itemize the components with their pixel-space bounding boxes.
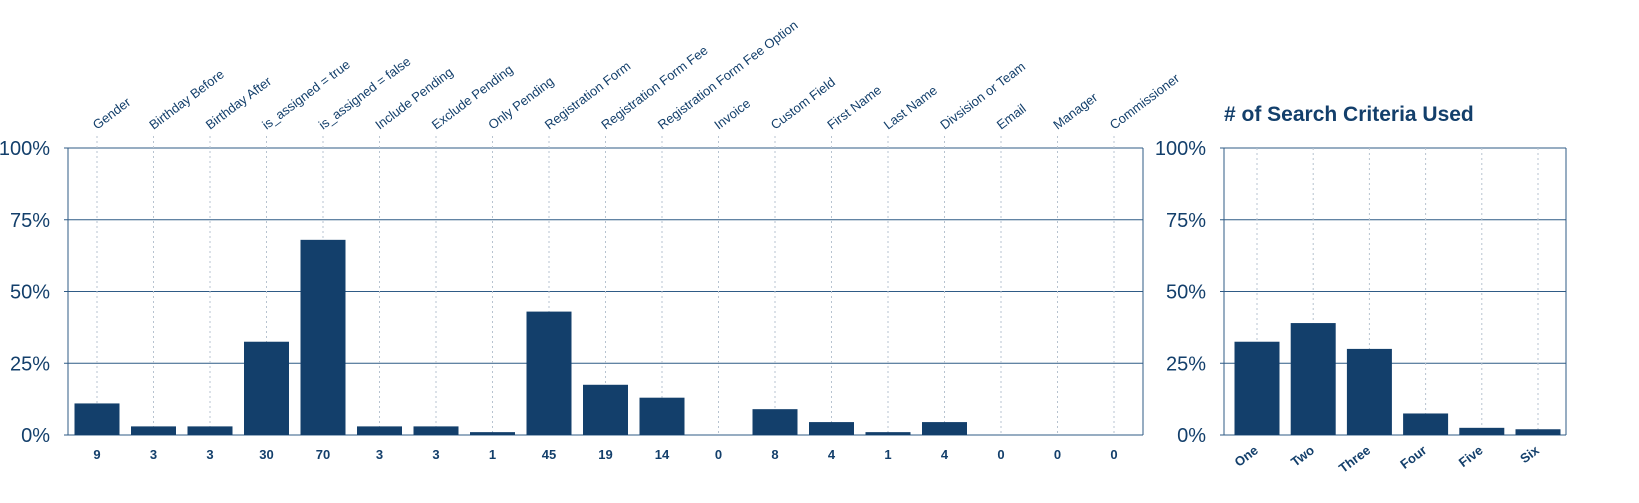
chart2-y-tick-label: 75% — [1166, 210, 1206, 232]
chart1-bar — [583, 384, 628, 435]
chart1-bar — [413, 426, 459, 435]
chart1-bar — [131, 426, 176, 435]
chart1-count-label: 19 — [598, 447, 612, 462]
chart2-bar — [1346, 348, 1392, 435]
chart2-category-label: Six — [1517, 442, 1542, 466]
chart1-category-label: Invoice — [711, 96, 753, 133]
chart1-count-label: 30 — [259, 447, 273, 462]
chart1-count-label: 3 — [150, 447, 157, 462]
chart1-bar — [809, 422, 854, 435]
chart2-category-label: Two — [1288, 442, 1317, 469]
chart2-category-label: One — [1232, 442, 1261, 469]
chart1-count-label: 45 — [542, 447, 556, 462]
chart1-count-label: 0 — [1054, 447, 1061, 462]
chart2-bar — [1290, 323, 1336, 435]
chart1-bar — [74, 403, 120, 435]
chart1-count-label: 0 — [1110, 447, 1117, 462]
chart1-bar — [470, 432, 515, 435]
chart1-count-label: 9 — [93, 447, 100, 462]
chart1-category-label: Commissioner — [1107, 70, 1183, 132]
chart1-bar — [526, 311, 572, 435]
chart1-category-label: Registration Form Fee — [598, 43, 710, 133]
chart1-count-label: 3 — [206, 447, 213, 462]
chart1-count-label: 0 — [715, 447, 722, 462]
chart2-y-tick-label: 100% — [1155, 138, 1206, 160]
chart2-category-label: Three — [1336, 442, 1373, 475]
chart2-category-label: Five — [1456, 442, 1486, 470]
chart1-bar — [865, 432, 911, 435]
chart1-category-label: is_assigned = false — [316, 54, 414, 133]
chart2-y-tick-label: 25% — [1166, 353, 1206, 375]
chart1-category-label: Gender — [90, 94, 134, 132]
chart-title: # of Search Criteria Used — [1224, 103, 1474, 126]
chart2-bar — [1403, 413, 1449, 435]
chart1-y-tick-label: 75% — [10, 210, 50, 232]
chart1-count-label: 3 — [432, 447, 439, 462]
chart1-count-label: 3 — [376, 447, 383, 462]
chart1-count-label: 0 — [997, 447, 1004, 462]
chart1-bar — [357, 426, 402, 435]
chart1-count-label: 70 — [316, 447, 330, 462]
chart1-count-label: 1 — [489, 447, 496, 462]
chart1-y-tick-label: 100% — [0, 138, 50, 160]
chart1-bar — [300, 239, 346, 435]
chart1-y-tick-label: 25% — [10, 353, 50, 375]
chart1-bar — [752, 409, 798, 435]
chart1-count-label: 14 — [655, 447, 670, 462]
chart1-category-label: Last Name — [881, 83, 940, 133]
chart2-bar — [1234, 341, 1280, 435]
chart1-category-label: Email — [994, 101, 1029, 133]
chart1-count-label: 1 — [884, 447, 891, 462]
chart1-bar — [922, 422, 967, 435]
chart1-count-label: 8 — [771, 447, 778, 462]
chart2-category-label: Four — [1397, 442, 1429, 471]
chart2-bar — [1459, 427, 1505, 435]
chart1-bar — [639, 397, 685, 435]
chart1-category-label: Manager — [1050, 89, 1101, 132]
chart2-bar — [1515, 429, 1561, 435]
chart1-bar — [187, 426, 233, 435]
chart1-count-label: 4 — [828, 447, 836, 462]
chart1-y-tick-label: 50% — [10, 282, 50, 304]
chart2-y-tick-label: 50% — [1166, 282, 1206, 304]
chart1-y-tick-label: 0% — [21, 425, 50, 447]
chart1-bar — [244, 341, 289, 435]
chart2-y-tick-label: 0% — [1177, 425, 1206, 447]
chart1-count-label: 4 — [941, 447, 949, 462]
